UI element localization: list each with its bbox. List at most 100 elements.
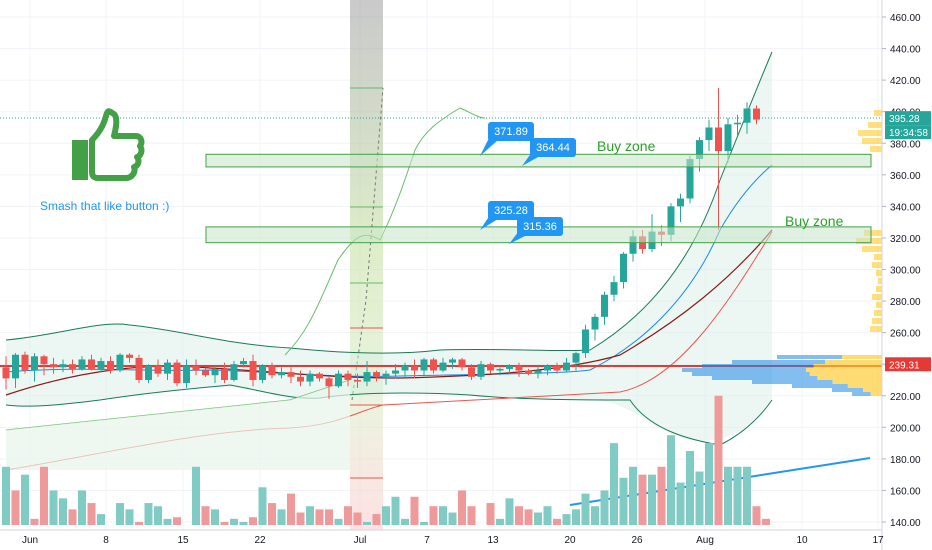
volume-bar — [163, 518, 172, 525]
profile-bar — [864, 230, 882, 236]
candle-body — [50, 364, 57, 368]
volume-bar — [724, 466, 732, 525]
profile-bar — [872, 294, 882, 300]
candle-body — [192, 365, 200, 371]
candle-body — [553, 365, 561, 371]
candle-body — [696, 140, 703, 160]
profile-bar-blue — [682, 368, 806, 372]
candle-body — [686, 159, 694, 199]
candle-body — [306, 373, 314, 382]
volume-bar — [363, 522, 371, 525]
candle-body — [591, 316, 599, 330]
profile-bar — [862, 246, 882, 252]
candle-body — [449, 359, 456, 363]
buy-zone-label-2: Buy zone — [785, 213, 844, 229]
profile-bar — [876, 270, 882, 276]
price-tick-label: 280.00 — [890, 297, 921, 308]
volume-bar — [116, 503, 124, 525]
price-tick-label: 360.00 — [890, 171, 921, 182]
callout-bubble-4 — [517, 217, 563, 236]
candle-body — [154, 365, 162, 374]
volume-bar — [239, 522, 248, 525]
profile-bar — [876, 302, 882, 308]
volume-bar — [315, 509, 324, 525]
candle-body — [240, 361, 247, 365]
candle-body — [582, 329, 589, 354]
thumbs-up-icon-hand — [89, 108, 145, 181]
candle-body — [477, 364, 485, 377]
candle-body — [544, 365, 551, 371]
profile-bar-yellow — [832, 380, 882, 384]
highlighted-session — [350, 0, 384, 530]
volume-bar — [220, 522, 229, 525]
volume-bar — [429, 506, 438, 525]
price-callouts[interactable]: 371.89 364.44 325.28 315.36 — [480, 122, 576, 244]
profile-bar-yellow — [870, 392, 882, 396]
volume-bar — [619, 477, 628, 525]
candle-body — [40, 356, 48, 365]
profile-bar-blue — [732, 360, 825, 364]
volume-bar — [733, 466, 742, 525]
buy-zone-label-1: Buy zone — [597, 138, 656, 154]
volume-bar — [458, 490, 466, 525]
price-tick-label: 220.00 — [890, 392, 921, 403]
candle-body — [363, 372, 371, 382]
candle-body — [12, 354, 19, 379]
volume-bar — [249, 517, 257, 525]
candle-body — [468, 367, 475, 377]
candle-body — [135, 357, 143, 380]
volume-bar — [410, 496, 419, 525]
volume-bar — [68, 509, 77, 525]
volume-bar — [334, 518, 343, 525]
callout-bubble-3 — [488, 201, 534, 220]
time-tick-label: Jun — [22, 535, 38, 546]
candle-body — [439, 362, 447, 371]
volume-bar — [277, 509, 286, 525]
candle-body — [743, 108, 751, 123]
candle-body — [563, 362, 570, 371]
volume-bar — [125, 509, 134, 525]
candle-body — [525, 370, 532, 374]
time-tick-label: 22 — [254, 535, 266, 546]
profile-bar-blue — [852, 392, 871, 396]
volume-bar — [344, 506, 352, 525]
candle-body — [297, 376, 304, 382]
volume-bar — [572, 509, 580, 525]
volume-bar — [40, 466, 48, 525]
price-tick-label: 440.00 — [890, 45, 921, 56]
candle-body — [107, 361, 114, 371]
volume-bar — [515, 506, 523, 525]
volume-bar — [325, 509, 333, 525]
price-tick-label: 180.00 — [890, 455, 921, 466]
volume-bar — [296, 512, 305, 525]
candle-body — [411, 365, 418, 371]
profile-bar — [874, 310, 882, 316]
volume-bar — [11, 490, 20, 525]
price-tick-label: 320.00 — [890, 234, 921, 245]
candle-body — [734, 122, 741, 125]
volume-bar — [534, 512, 542, 525]
candle-body — [515, 365, 523, 371]
volume-bar — [524, 509, 533, 525]
volume-bar — [401, 518, 409, 525]
candle-body — [88, 359, 95, 369]
profile-bar-yellow — [847, 384, 882, 388]
candle-body — [487, 364, 494, 371]
volume-bar — [695, 471, 704, 525]
candle-body — [572, 353, 580, 363]
candle-body — [392, 370, 399, 374]
volume-bar — [439, 506, 447, 525]
volume-bar — [97, 514, 105, 525]
candle-body — [629, 236, 637, 254]
cloud-fill — [6, 380, 350, 470]
volume-bar — [648, 474, 656, 525]
price-tick-label: 460.00 — [890, 13, 921, 24]
candle-body — [677, 198, 684, 207]
volume-bar — [306, 506, 314, 525]
callout-value-1: 371.89 — [494, 126, 528, 138]
callout-bubble-2 — [530, 138, 576, 157]
profile-bar — [878, 278, 882, 284]
time-tick-label: 10 — [796, 535, 808, 546]
volume-bar — [686, 450, 694, 525]
